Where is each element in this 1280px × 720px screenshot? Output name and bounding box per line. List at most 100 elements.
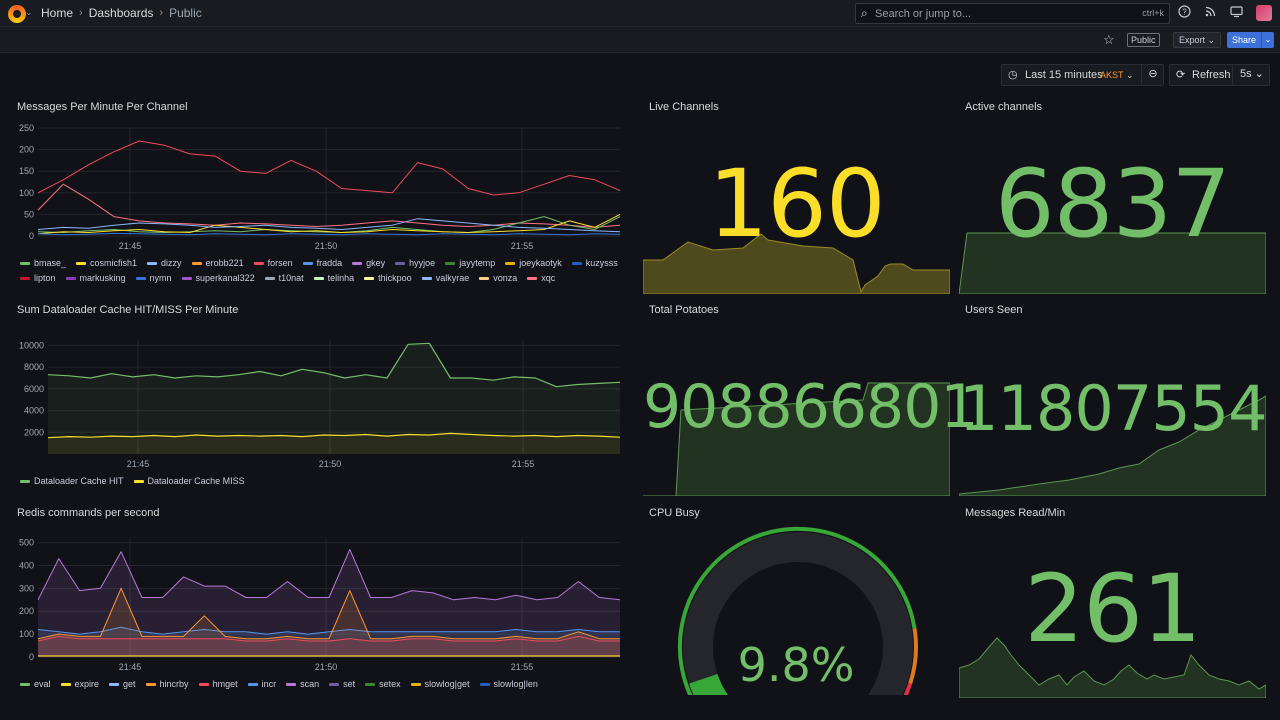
- panel-title-users-seen[interactable]: Users Seen: [965, 304, 1023, 316]
- time-range-picker[interactable]: ◷ Last 15 minutes AKST ⌄ ⊖: [1001, 64, 1164, 86]
- legend-label: superkanal322: [195, 273, 255, 283]
- legend-swatch: [145, 682, 156, 686]
- legend-item[interactable]: valkyrae: [421, 273, 469, 283]
- zoom-out-icon[interactable]: ⊖: [1141, 64, 1164, 86]
- legend-swatch: [181, 276, 192, 280]
- legend-label: fradda: [316, 258, 343, 268]
- legend-item[interactable]: get: [109, 679, 136, 689]
- legend-label: set: [343, 679, 356, 689]
- legend-item[interactable]: xqc: [527, 273, 555, 283]
- legend-swatch: [135, 276, 146, 280]
- panel-title-dataloader-cache[interactable]: Sum Dataloader Cache HIT/MISS Per Minute: [17, 304, 239, 316]
- legend-item[interactable]: Dataloader Cache HIT: [20, 476, 124, 486]
- refresh-picker[interactable]: ⟳ Refresh 5s ⌄: [1169, 64, 1270, 86]
- series-line: [37, 140, 621, 196]
- legend-item[interactable]: kuzysss: [571, 258, 618, 268]
- legend-item[interactable]: superkanal322: [181, 273, 255, 283]
- gauge-value-arc: [688, 673, 728, 695]
- legend-item[interactable]: forsen: [253, 258, 293, 268]
- refresh-icon[interactable]: ⟳: [1176, 69, 1186, 81]
- gauge-threshold-orange: [908, 628, 918, 685]
- export-button[interactable]: Export ⌄: [1173, 32, 1222, 48]
- series-line: [37, 218, 621, 233]
- x-tick-label: 21:55: [512, 459, 535, 469]
- legend-item[interactable]: set: [329, 679, 355, 689]
- top-navbar: ⌄ Home › Dashboards › Public ⌕ Search or…: [0, 0, 1280, 27]
- legend-label: get: [123, 679, 136, 689]
- legend-item[interactable]: telinha: [313, 273, 354, 283]
- grafana-logo-icon[interactable]: [8, 5, 26, 23]
- series-line: [37, 232, 621, 236]
- x-tick-label: 21:55: [511, 241, 534, 251]
- panel-title-cpu-busy[interactable]: CPU Busy: [649, 507, 700, 519]
- legend-item[interactable]: hmget: [198, 679, 238, 689]
- y-tick-label: 8000: [24, 362, 44, 372]
- y-tick-label: 200: [19, 606, 34, 616]
- legend-item[interactable]: thickpoo: [364, 273, 412, 283]
- legend-item[interactable]: gkey: [352, 258, 385, 268]
- legend-item[interactable]: joeykaotyk: [505, 258, 562, 268]
- legend-label: xqc: [541, 273, 556, 283]
- legend-label: dizzy: [161, 258, 182, 268]
- legend-item[interactable]: cosmicfish1: [76, 258, 137, 268]
- legend-item[interactable]: slowlog|len: [479, 679, 538, 689]
- series-line: [37, 213, 621, 235]
- messages-per-minute-chart: 0 50 100 150 200 250 21:45 21:50 21:55: [19, 123, 621, 251]
- legend-item[interactable]: fradda: [302, 258, 343, 268]
- legend-item[interactable]: jayytemp: [445, 258, 495, 268]
- total-potatoes-value: 908866801: [643, 372, 979, 442]
- legend-label: setex: [379, 679, 401, 689]
- series-area: [48, 433, 620, 454]
- messages-per-minute-legend: bmase_ cosmicfish1 dizzy erobb221 forsen frad…: [20, 258, 620, 283]
- legend-item[interactable]: expire: [60, 679, 99, 689]
- legend-swatch: [364, 276, 375, 280]
- legend-item[interactable]: nymn: [135, 273, 172, 283]
- legend-item[interactable]: Dataloader Cache MISS: [133, 476, 245, 486]
- legend-swatch: [571, 261, 582, 265]
- star-icon[interactable]: ☆: [1103, 32, 1115, 47]
- legend-item[interactable]: bmase_: [20, 258, 66, 268]
- legend-item[interactable]: hyyjoe: [395, 258, 435, 268]
- share-button[interactable]: Share: [1227, 32, 1262, 48]
- legend-item[interactable]: lipton: [20, 273, 56, 283]
- refresh-button[interactable]: Refresh: [1192, 69, 1231, 81]
- monitor-icon[interactable]: [1230, 5, 1243, 21]
- legend-swatch: [329, 682, 340, 686]
- series-line: [47, 432, 621, 439]
- x-tick-label: 21:55: [511, 662, 534, 672]
- breadcrumb-dashboards[interactable]: Dashboards: [88, 6, 154, 20]
- dataloader-cache-legend: Dataloader Cache HIT Dataloader Cache MIS…: [20, 476, 620, 486]
- panel-title-redis-commands[interactable]: Redis commands per second: [17, 507, 160, 519]
- gauge-track: [683, 532, 913, 695]
- legend-item[interactable]: scan: [286, 679, 319, 689]
- panel-title-live-channels[interactable]: Live Channels: [649, 101, 719, 113]
- panel-title-total-potatoes[interactable]: Total Potatoes: [649, 304, 719, 316]
- avatar[interactable]: [1256, 5, 1272, 21]
- legend-item[interactable]: t10nat: [264, 273, 304, 283]
- legend-item[interactable]: dizzy: [147, 258, 182, 268]
- y-tick-label: 100: [19, 629, 34, 639]
- legend-item[interactable]: incr: [247, 679, 276, 689]
- legend-item[interactable]: markusking: [65, 273, 126, 283]
- help-icon[interactable]: ?: [1178, 5, 1191, 21]
- legend-swatch: [527, 276, 538, 280]
- search-input[interactable]: ⌕ Search or jump to... ctrl+k: [855, 3, 1170, 24]
- share-dropdown-icon[interactable]: ⌄: [1261, 32, 1274, 48]
- refresh-interval-select[interactable]: 5s ⌄: [1232, 64, 1270, 86]
- series-line: [37, 626, 620, 635]
- chevron-down-icon[interactable]: ⌄: [25, 7, 33, 17]
- legend-item[interactable]: vonza: [479, 273, 517, 283]
- panel-title-active-channels[interactable]: Active channels: [965, 101, 1043, 113]
- legend-item[interactable]: slowlog|get: [410, 679, 470, 689]
- legend-item[interactable]: setex: [365, 679, 401, 689]
- panel-title-messages-per-minute[interactable]: Messages Per Minute Per Channel: [17, 101, 188, 113]
- chevron-right-icon: ›: [159, 7, 164, 19]
- breadcrumb-home[interactable]: Home: [41, 6, 74, 20]
- legend-item[interactable]: erobb221: [191, 258, 244, 268]
- rss-icon[interactable]: [1204, 5, 1217, 21]
- users-seen-value: 11807554: [959, 372, 1268, 445]
- legend-swatch: [352, 261, 363, 265]
- legend-item[interactable]: eval: [20, 679, 51, 689]
- panel-title-messages-read[interactable]: Messages Read/Min: [965, 507, 1066, 519]
- legend-item[interactable]: hincrby: [145, 679, 189, 689]
